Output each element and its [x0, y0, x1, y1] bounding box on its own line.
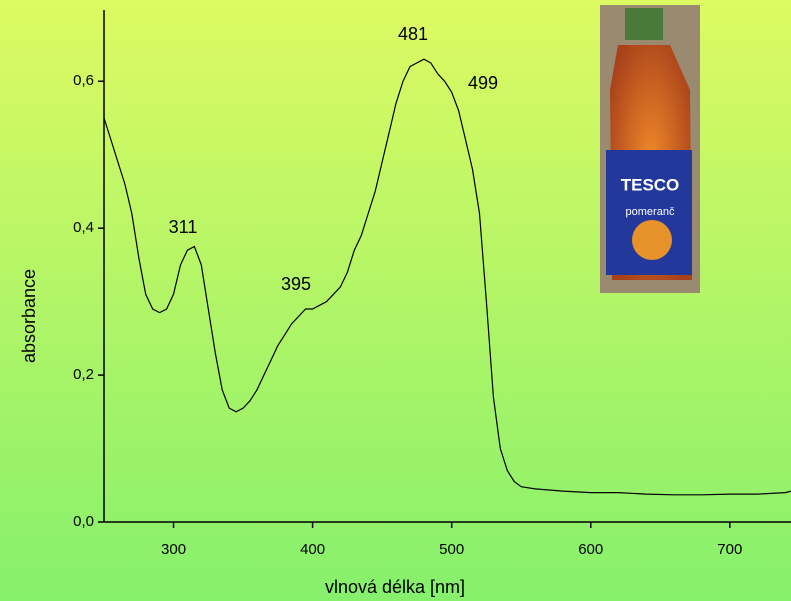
inset-photo [600, 5, 700, 293]
y-tick-label: 0,6 [73, 72, 94, 89]
y-axis-label: absorbance [19, 269, 39, 363]
peak-annotation: 481 [398, 24, 428, 44]
x-axis-label: vlnová délka [nm] [325, 577, 465, 597]
peak-annotation: 395 [281, 274, 311, 294]
x-tick-label: 600 [578, 541, 603, 558]
x-tick-label: 700 [717, 541, 742, 558]
inset-text: TESCO [621, 175, 680, 194]
x-tick-label: 400 [300, 541, 325, 558]
y-tick-label: 0,4 [73, 219, 94, 236]
y-tick-label: 0,2 [73, 366, 94, 383]
inset-text: pomeranč [626, 206, 675, 218]
x-tick-label: 500 [439, 541, 464, 558]
x-tick-label: 300 [161, 541, 186, 558]
peak-annotation: 499 [468, 73, 498, 93]
peak-annotation: 311 [169, 217, 198, 237]
y-tick-label: 0,0 [73, 513, 94, 530]
spectrum-line [103, 58, 791, 496]
